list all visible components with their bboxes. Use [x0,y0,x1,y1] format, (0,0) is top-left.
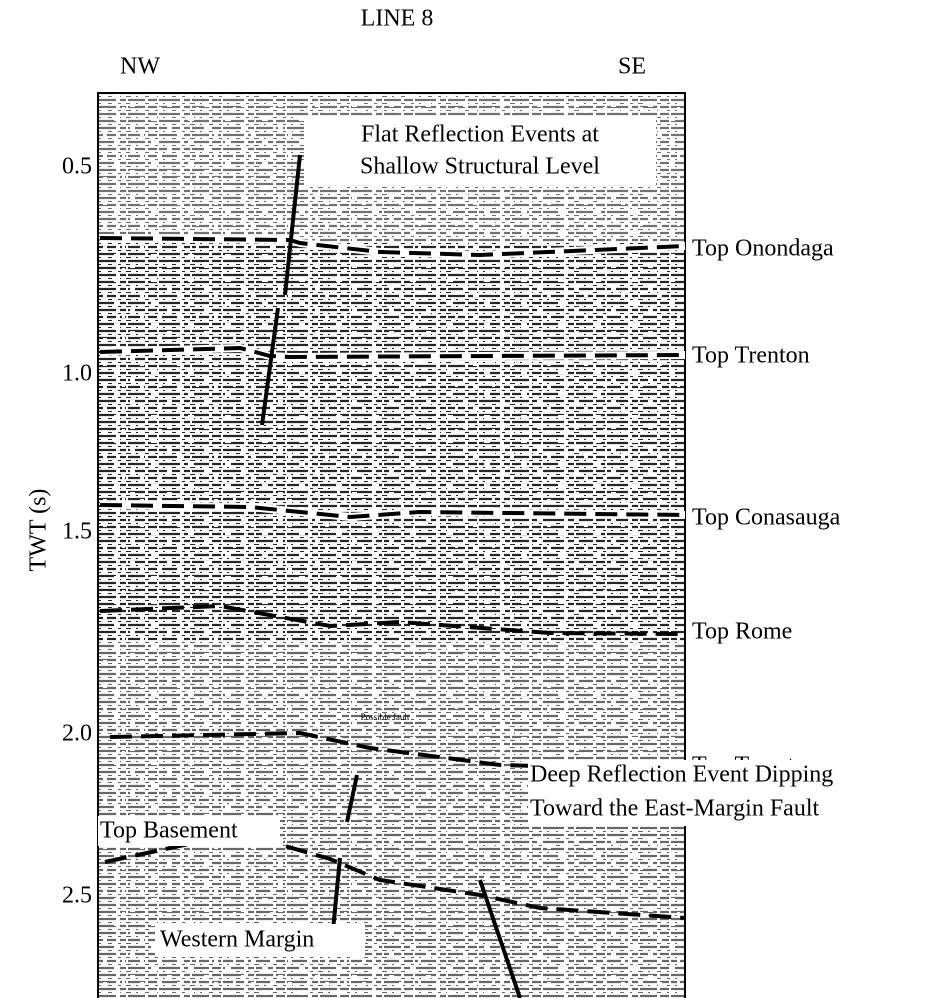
seismic-section [97,92,686,998]
horizon-label: Top Trenton [692,343,810,369]
annotation: Possible fault [361,712,410,722]
annotation: Shallow Structural Level [360,154,600,180]
y-ticks: 0.5 1.0 1.5 2.0 2.5 [62,154,92,909]
fault-line [283,154,302,296]
annotation: Flat Reflection Events at [361,122,599,148]
horizon-line [99,236,686,258]
y-tick-label: 2.5 [62,883,92,909]
horizon-label: Top Conasauga [692,505,841,531]
figure-title: LINE 8 [361,6,434,32]
y-tick-label: 0.5 [62,154,92,180]
horizon-label: Top Rome [692,619,792,645]
y-tick-label: 1.0 [62,361,92,387]
axis-label: TWT (s) [26,489,52,572]
y-tick-label: 2.0 [62,721,92,747]
horizon-line [99,603,686,636]
fault-line [345,774,359,823]
faults [260,154,522,998]
annotation: Western Margin [160,927,314,953]
annotation: Toward the East-Margin Fault [530,796,819,822]
horizon-label: Top Onondaga [692,236,834,262]
annotation: Deep Reflection Event Dipping [530,762,833,788]
fault-line [260,307,280,426]
direction-label: NW [120,54,160,80]
annotation: Top Basement [100,818,238,844]
annotations: Flat Reflection Events at Shallow Struct… [98,117,920,956]
direction-label: SE [618,54,646,80]
horizon-labels: Top Onondaga Top Trenton Top Conasauga T… [692,236,841,779]
fault-line [478,879,522,998]
horizon-line [99,503,686,520]
y-tick-label: 1.5 [62,519,92,545]
fault-line [331,857,342,931]
